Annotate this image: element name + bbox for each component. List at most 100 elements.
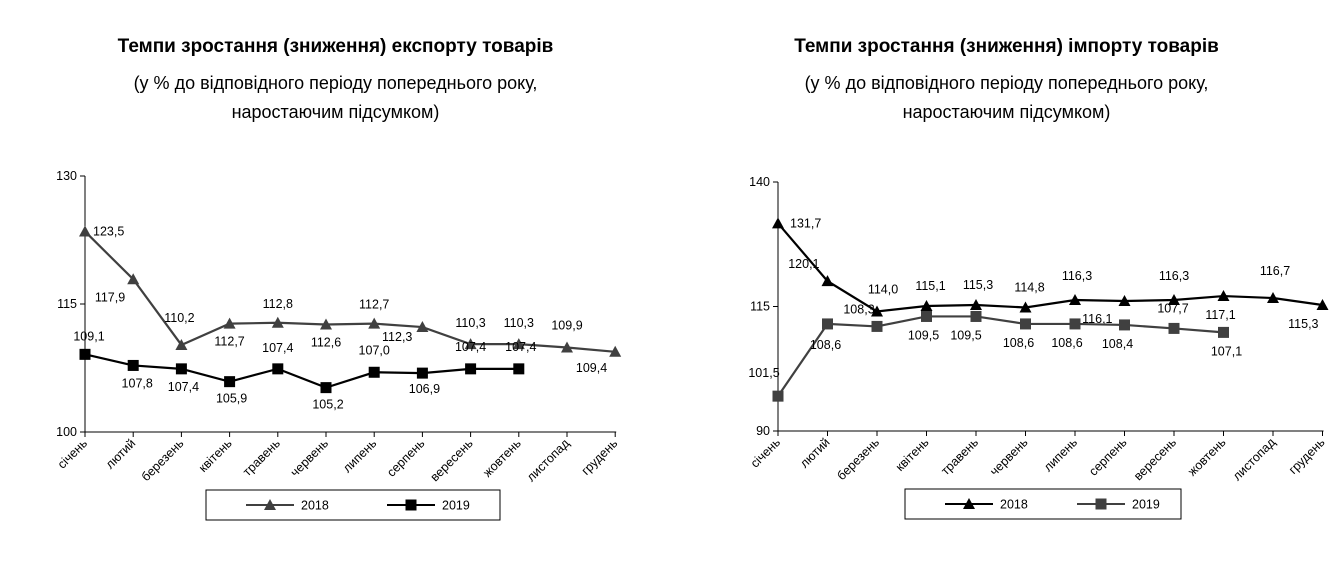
data-point-2018 bbox=[512, 338, 525, 350]
data-point-2018 bbox=[175, 338, 188, 350]
data-label-2019: 107,1 bbox=[1211, 344, 1242, 358]
x-tick-label: лютий bbox=[103, 436, 138, 471]
data-label-2018: 109,4 bbox=[576, 361, 607, 375]
series-line-2019 bbox=[777, 315, 1224, 397]
data-point-2018 bbox=[271, 316, 284, 328]
x-tick-label: квітень bbox=[893, 435, 932, 474]
data-label-2019: 107,0 bbox=[359, 343, 390, 357]
x-tick-label: жовтень bbox=[1185, 435, 1229, 479]
import-chart-title: Темпи зростання (зниження) імпорту товар… bbox=[794, 36, 1219, 57]
legend-label-2018: 2018 bbox=[1000, 498, 1028, 512]
data-point-2018 bbox=[970, 299, 982, 311]
data-label-2018: 112,8 bbox=[263, 297, 293, 311]
data-label-2019: 107,4 bbox=[262, 341, 293, 355]
data-point-2019 bbox=[79, 348, 91, 360]
data-point-2018 bbox=[609, 345, 622, 357]
export-subtitle-line1: (у % до відповідного періоду попередньог… bbox=[133, 73, 538, 93]
import-line-chart: 90 115 140 січень лютий березень квітень травен… bbox=[748, 175, 1329, 520]
legend-marker-2019 bbox=[1095, 498, 1107, 510]
series-line-2019 bbox=[84, 353, 519, 389]
data-label-2018: 115,3 bbox=[963, 278, 993, 292]
y-tick-label: 90 bbox=[756, 424, 770, 438]
data-label-2018: 117,9 bbox=[95, 290, 125, 304]
x-tick-label: грудень bbox=[579, 436, 621, 478]
x-tick-label: липень bbox=[340, 436, 379, 475]
data-label-2018: 110,2 bbox=[164, 311, 194, 325]
data-point-2018 bbox=[464, 338, 477, 350]
data-label-2018: 115,1 bbox=[915, 279, 945, 293]
y-tick-label: 115 bbox=[750, 300, 770, 314]
data-point-2019 bbox=[1020, 318, 1031, 330]
data-label-2018: 115,3 bbox=[1288, 317, 1318, 331]
import-chart-panel: Темпи зростання (зниження) імпорту товар… bbox=[671, 0, 1342, 562]
export-chart-title: Темпи зростання (зниження) експорту това… bbox=[117, 36, 554, 57]
data-point-2018 bbox=[1069, 294, 1081, 306]
x-tick-label: лютий bbox=[797, 435, 832, 470]
data-point-2018 bbox=[79, 225, 91, 237]
data-point-2018 bbox=[223, 317, 236, 329]
x-tick-label: листопад bbox=[1230, 435, 1279, 484]
data-label-2018: 116,1 bbox=[1082, 312, 1112, 326]
export-line-chart: 100 115 130 січень лютий березень квітень траве… bbox=[55, 169, 622, 521]
data-point-2018 bbox=[1168, 294, 1180, 306]
x-tick-label: січень bbox=[55, 436, 90, 471]
data-point-2018 bbox=[1118, 295, 1131, 307]
legend-label-2018: 2018 bbox=[301, 499, 329, 513]
data-label-2019: 109,5 bbox=[908, 328, 939, 342]
data-label-2018: 116,3 bbox=[1062, 269, 1092, 283]
data-label-2018: 120,1 bbox=[788, 257, 819, 271]
export-chart-panel: Темпи зростання (зниження) експорту това… bbox=[0, 36, 671, 521]
data-point-2019 bbox=[1168, 322, 1180, 334]
data-label-2018: 112,6 bbox=[311, 335, 341, 349]
x-tick-label: вересень bbox=[1131, 435, 1179, 483]
data-point-2018 bbox=[871, 305, 883, 317]
data-label-2018: 116,3 bbox=[1159, 269, 1189, 283]
data-label-2018: 114,8 bbox=[1014, 280, 1044, 294]
data-point-2019 bbox=[1119, 319, 1130, 331]
data-label-2019: 107,8 bbox=[122, 376, 153, 390]
data-label-2019: 109,1 bbox=[73, 329, 104, 343]
import-subtitle-line2: наростаючим підсумком) bbox=[902, 102, 1111, 122]
x-tick-label: травень bbox=[240, 436, 283, 479]
data-point-2018 bbox=[561, 341, 573, 353]
data-label-2019: 108,4 bbox=[1102, 337, 1133, 351]
import-subtitle-line1: (у % до відповідного періоду попередньог… bbox=[804, 73, 1209, 93]
x-tick-label: червень bbox=[288, 436, 331, 479]
y-tick-label: 115 bbox=[57, 297, 77, 311]
data-label-2019: 107,4 bbox=[505, 340, 536, 354]
data-label-2019: 109,5 bbox=[950, 328, 981, 342]
data-point-2019 bbox=[465, 363, 477, 375]
data-point-2018 bbox=[368, 317, 381, 329]
data-point-2019 bbox=[772, 390, 784, 402]
data-label-2019: 108,3 bbox=[843, 302, 874, 316]
data-point-2019 bbox=[127, 359, 139, 371]
data-point-2018 bbox=[416, 321, 429, 333]
legend-marker-2018 bbox=[264, 499, 276, 510]
x-tick-label: березень bbox=[834, 435, 882, 483]
data-label-2019: 106,9 bbox=[409, 382, 440, 396]
data-point-2018 bbox=[920, 300, 933, 312]
x-tick-label: липень bbox=[1041, 435, 1080, 474]
x-tick-label: серпень bbox=[1086, 435, 1129, 478]
y-tick-label: 130 bbox=[56, 169, 77, 183]
data-point-2018 bbox=[320, 318, 332, 330]
data-point-2019 bbox=[1069, 318, 1081, 330]
data-point-2019 bbox=[1218, 326, 1229, 338]
x-tick-label: серпень bbox=[384, 436, 427, 479]
data-label-2019: 105,2 bbox=[312, 398, 343, 412]
data-label-2018: 110,3 bbox=[455, 316, 485, 330]
series-line-2018 bbox=[84, 230, 616, 353]
data-point-2018 bbox=[127, 273, 140, 285]
export-chart-subtitle: (у % до відповідного періоду попередньог… bbox=[0, 69, 671, 127]
data-label-2018: 116,7 bbox=[1260, 264, 1290, 278]
data-label-2019: 107,7 bbox=[1157, 301, 1188, 315]
data-label-2018: 112,3 bbox=[382, 330, 412, 344]
data-label-2019: 108,6 bbox=[1051, 336, 1082, 350]
legend-marker-2019 bbox=[405, 499, 417, 511]
data-label-2019: 107,4 bbox=[455, 340, 486, 354]
data-label-2018: 131,7 bbox=[790, 216, 821, 230]
x-tick-label: січень bbox=[748, 435, 783, 470]
data-point-2019 bbox=[175, 363, 187, 375]
x-tick-label: грудень bbox=[1286, 435, 1328, 477]
data-point-2018 bbox=[1267, 292, 1279, 304]
